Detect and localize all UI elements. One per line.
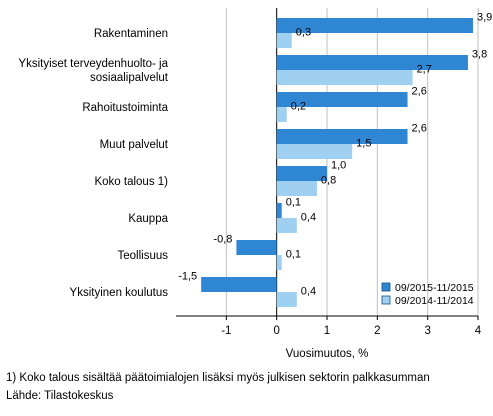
bar xyxy=(276,18,473,33)
legend-label: 09/2015-11/2015 xyxy=(395,282,474,294)
bar xyxy=(276,55,468,70)
bar xyxy=(276,203,282,218)
category-label: Yksityiset terveydenhuolto- ja xyxy=(18,58,168,70)
bar xyxy=(276,166,327,181)
category-label: Teollisuus xyxy=(118,250,169,262)
bar xyxy=(276,33,292,48)
data-label: 0,4 xyxy=(301,286,316,298)
data-label: 2,6 xyxy=(412,123,427,135)
data-label: 3,8 xyxy=(472,49,487,61)
data-label: 1,5 xyxy=(356,138,371,150)
data-label: 0,3 xyxy=(296,27,311,39)
bar xyxy=(276,181,317,196)
x-tick-label: 1 xyxy=(324,325,330,337)
data-label: -1,5 xyxy=(178,271,197,283)
data-label: 3,9 xyxy=(477,12,492,24)
data-label: 2,6 xyxy=(412,86,427,98)
x-tick-label: -1 xyxy=(221,325,231,337)
bar xyxy=(276,107,287,122)
bar xyxy=(276,70,413,85)
category-label: Koko talous 1) xyxy=(94,176,168,188)
data-label: -0,8 xyxy=(213,234,232,246)
legend-swatch xyxy=(381,282,391,292)
x-tick-label: 3 xyxy=(424,325,430,337)
data-label: 0,1 xyxy=(286,197,301,209)
legend-swatch xyxy=(381,295,391,305)
category-label: Muut palvelut xyxy=(100,139,169,151)
bar xyxy=(236,240,277,255)
category-label: Kauppa xyxy=(128,213,168,225)
bar xyxy=(276,218,297,233)
source-note: Lähde: Tilastokeskus xyxy=(6,390,114,402)
category-label: sosiaalipalvelut xyxy=(90,72,169,84)
category-label: Rahoitustoiminta xyxy=(82,102,168,114)
data-label: 0,8 xyxy=(321,175,336,187)
category-label: Rakentaminen xyxy=(94,28,168,40)
x-axis-title: Vuosimuutos, % xyxy=(286,348,369,360)
data-label: 0,2 xyxy=(291,101,306,113)
bar xyxy=(276,292,297,307)
bar xyxy=(201,277,277,292)
bar xyxy=(276,255,282,270)
x-tick-label: 0 xyxy=(273,325,279,337)
data-label: 0,1 xyxy=(286,249,301,261)
bar xyxy=(276,129,408,144)
bar xyxy=(276,144,353,159)
data-label: 2,7 xyxy=(417,64,432,76)
bar-chart: -1 0 1 2 3 4 Vuosimuutos, % 3,9 0,3 Rakentaminen 3… xyxy=(18,8,492,360)
x-tick-label: 4 xyxy=(475,325,482,337)
data-label: 0,4 xyxy=(301,212,316,224)
category-label: Yksityinen koulutus xyxy=(70,287,169,299)
footnote: 1) Koko talous sisältää päätoimialojen l… xyxy=(6,372,430,384)
bar xyxy=(276,92,408,107)
legend-label: 09/2014-11/2014 xyxy=(395,295,474,307)
x-tick-label: 2 xyxy=(374,325,380,337)
data-label: 1,0 xyxy=(331,160,346,172)
